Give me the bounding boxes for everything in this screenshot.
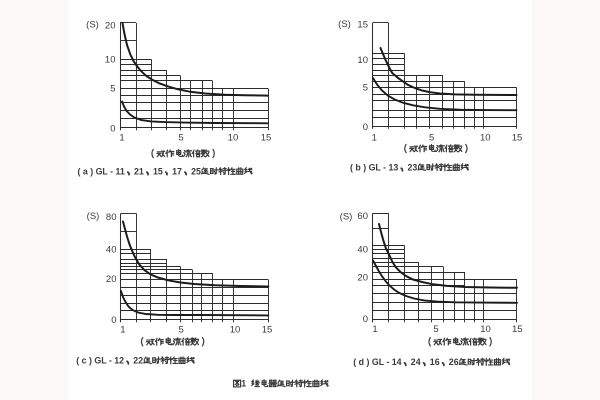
- svg-text:(S): (S): [340, 211, 353, 222]
- svg-text:26: 26: [449, 357, 459, 367]
- svg-text:15: 15: [262, 324, 273, 335]
- svg-text:22: 22: [133, 356, 143, 366]
- svg-text:0: 0: [111, 315, 116, 326]
- svg-text:(S): (S): [338, 19, 351, 30]
- svg-text:40: 40: [357, 245, 368, 256]
- svg-text:0: 0: [363, 122, 368, 133]
- svg-text:0: 0: [110, 123, 115, 134]
- svg-text:20: 20: [105, 20, 116, 31]
- svg-text:10: 10: [480, 324, 491, 335]
- svg-text:23: 23: [408, 163, 418, 173]
- svg-text:1: 1: [119, 132, 124, 143]
- svg-text:15: 15: [261, 132, 272, 143]
- svg-text:( a ) GL - 11: ( a ) GL - 11: [78, 166, 125, 176]
- svg-text:15: 15: [512, 132, 523, 143]
- svg-text:(S): (S): [86, 19, 99, 30]
- svg-text:5: 5: [433, 324, 438, 335]
- svg-text:20: 20: [106, 274, 117, 285]
- svg-text:16: 16: [430, 357, 440, 367]
- svg-text:24: 24: [411, 357, 421, 367]
- svg-text:5: 5: [179, 324, 184, 335]
- svg-text:10: 10: [357, 55, 368, 66]
- svg-text:( c ) GL - 12: ( c ) GL - 12: [76, 356, 124, 366]
- svg-text:1: 1: [372, 132, 377, 143]
- svg-text:25: 25: [191, 166, 201, 176]
- svg-text:1: 1: [120, 324, 125, 335]
- svg-text:( b ) GL - 13: ( b ) GL - 13: [350, 163, 398, 173]
- svg-text:20: 20: [357, 272, 368, 283]
- svg-text:21: 21: [134, 166, 144, 176]
- svg-text:5: 5: [363, 82, 368, 93]
- svg-text:( d ) GL - 14: ( d ) GL - 14: [353, 357, 401, 367]
- svg-text:1: 1: [241, 379, 246, 389]
- svg-text:40: 40: [106, 244, 117, 255]
- svg-text:5: 5: [429, 132, 434, 143]
- svg-text:15: 15: [512, 324, 523, 335]
- svg-text:10: 10: [105, 54, 116, 65]
- svg-text:17: 17: [172, 166, 182, 176]
- svg-text:80: 80: [106, 212, 117, 223]
- svg-text:10: 10: [230, 324, 241, 335]
- svg-text:1: 1: [372, 324, 377, 335]
- svg-text:5: 5: [178, 132, 183, 143]
- svg-text:10: 10: [228, 132, 239, 143]
- svg-text:15: 15: [357, 19, 368, 30]
- svg-text:(S): (S): [87, 211, 100, 222]
- svg-text:15: 15: [153, 166, 163, 176]
- svg-text:0: 0: [363, 314, 368, 325]
- svg-text:5: 5: [110, 83, 115, 94]
- svg-text:60: 60: [357, 211, 368, 222]
- svg-text:10: 10: [480, 132, 491, 143]
